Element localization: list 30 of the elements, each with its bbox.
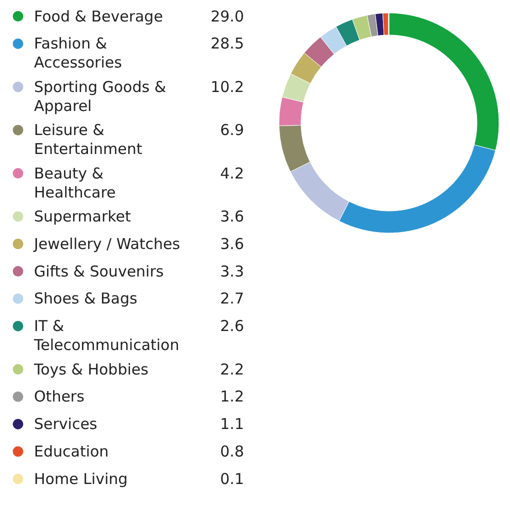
legend-label: Gifts & Souvenirs [34, 262, 164, 280]
data-label: 0.8 [220, 442, 244, 461]
data-label: 28.5 [210, 34, 244, 53]
data-label: 4.2 [220, 164, 244, 182]
data-label: 3.6 [220, 207, 244, 226]
data-label: 10.2 [210, 78, 244, 96]
legend-label: Shoes & Bags [34, 290, 138, 308]
data-label: 29.0 [210, 7, 244, 26]
legend-label: Food & Beverage [34, 7, 163, 26]
legend-label: Beauty & Healthcare [34, 164, 116, 202]
legend-label: Leisure & Entertainment [34, 121, 142, 158]
legend-label: Sporting Goods & Apparel [34, 78, 166, 115]
legend-label: Home Living [34, 470, 128, 488]
legend-label: IT & Telecommunication [33, 317, 180, 354]
legend-label: Supermarket [34, 207, 132, 226]
legend-label: Others [34, 388, 85, 406]
legend-label: Services [34, 415, 98, 434]
legend-label: Toys & Hobbies [33, 360, 149, 378]
legend-label: Jewellery / Watches [33, 234, 180, 253]
data-label: 3.3 [220, 262, 244, 280]
data-label: 0.1 [220, 470, 244, 488]
data-label: 2.2 [220, 360, 244, 378]
data-label: 2.7 [220, 290, 244, 308]
data-label: 3.6 [220, 234, 244, 253]
data-label: 2.6 [220, 317, 244, 336]
data-label: 1.1 [220, 415, 244, 434]
legend-label: Fashion & Accessories [34, 34, 122, 72]
data-label: 1.2 [220, 388, 244, 406]
legend-label: Education [34, 442, 109, 461]
data-label: 6.9 [220, 121, 244, 140]
